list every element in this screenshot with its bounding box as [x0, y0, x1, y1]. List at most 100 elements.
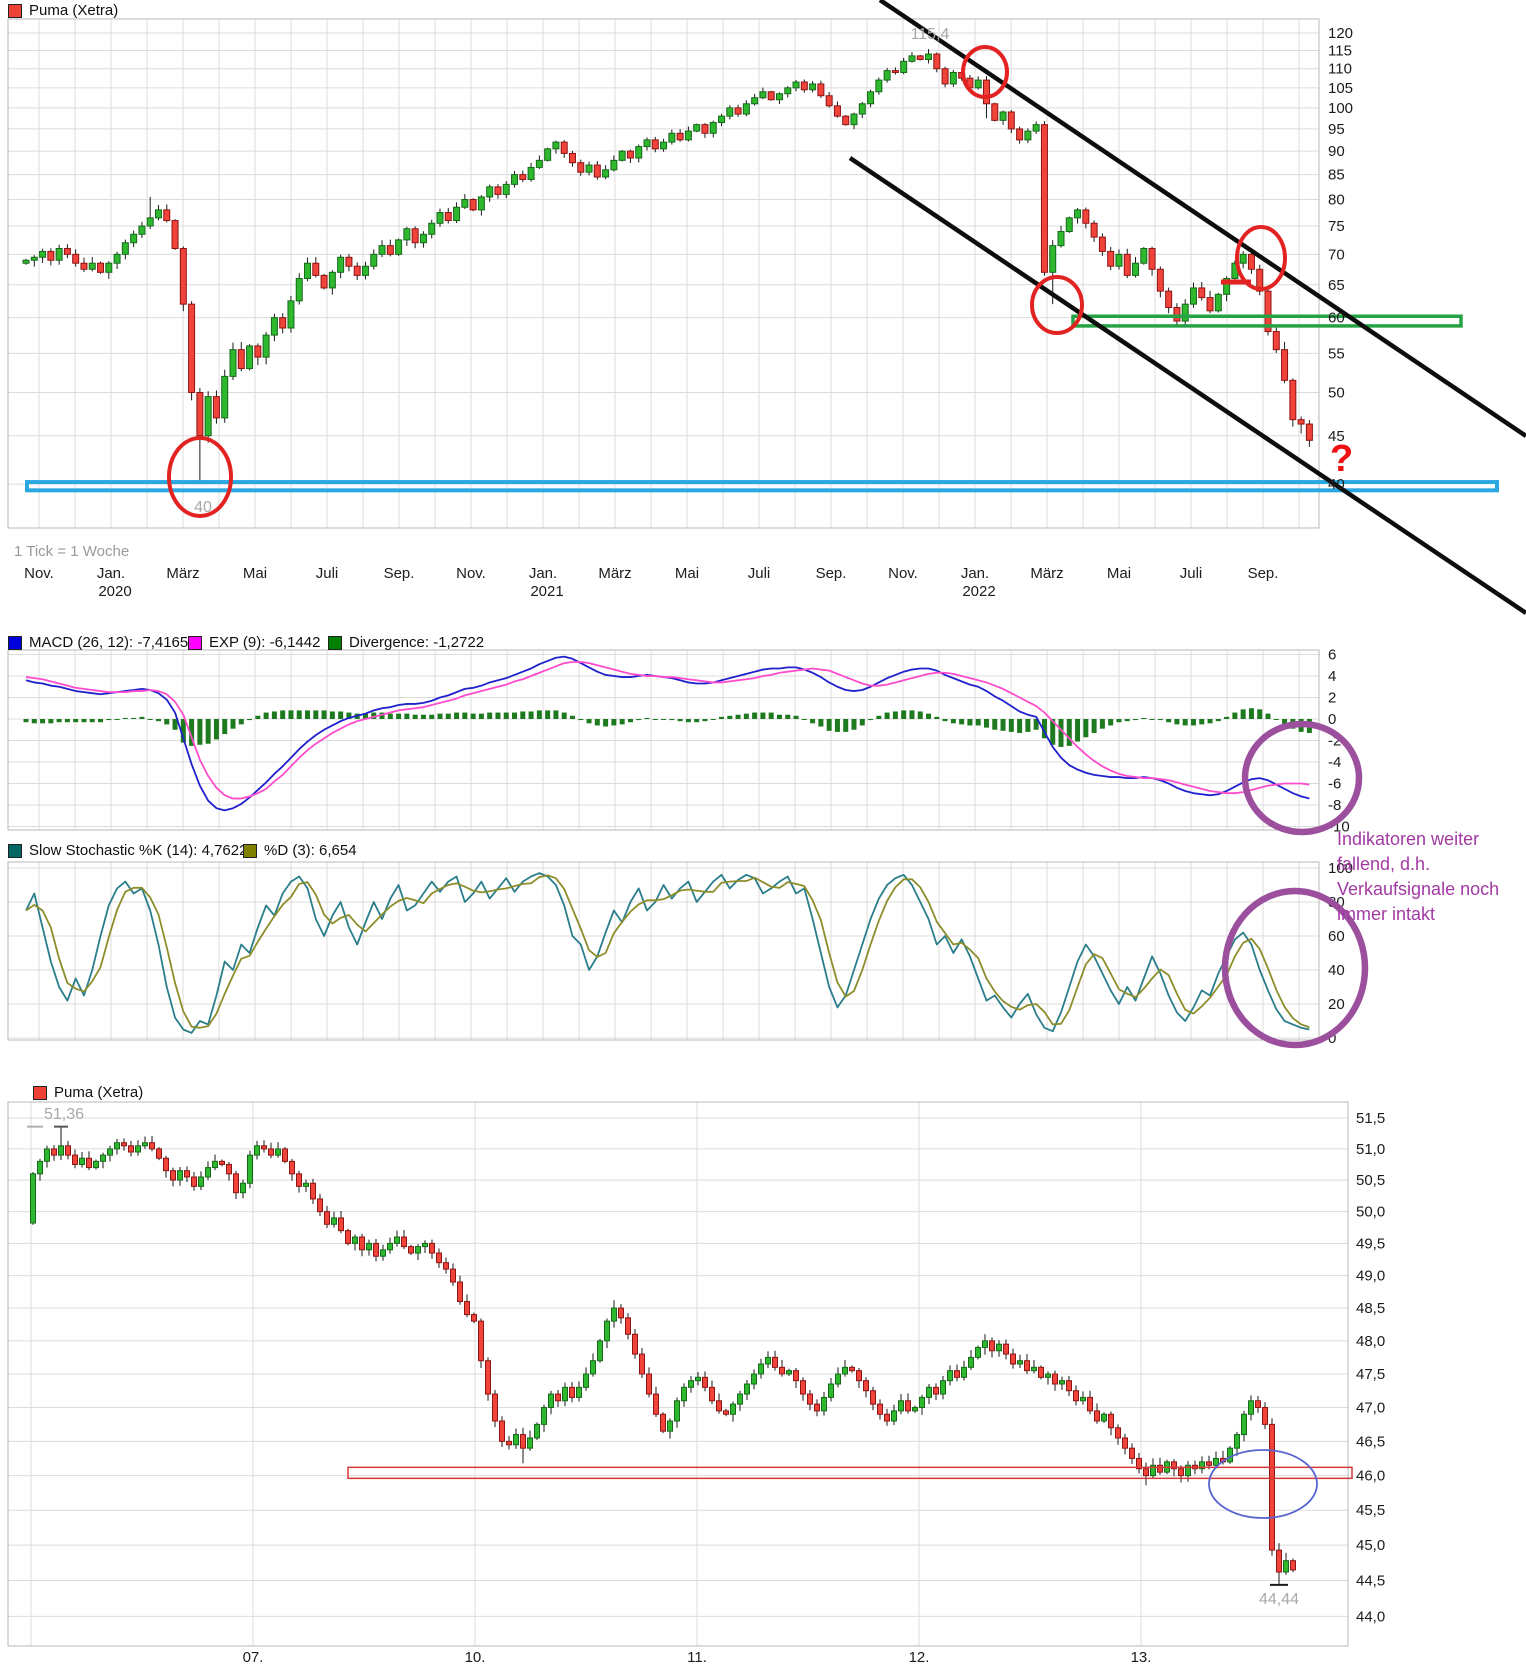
weekly-candle-body: [39, 250, 47, 258]
intraday-candle-body: [597, 1340, 603, 1362]
intraday-candle-body: [142, 1142, 148, 1147]
weekly-candle-body: [568, 152, 576, 164]
weekly-candle-body: [353, 265, 361, 276]
stochastic-y-tick: 20: [1328, 996, 1345, 1013]
intraday-candle-body: [366, 1242, 372, 1251]
intraday-candle-body: [1052, 1373, 1058, 1385]
intraday-candle-body: [835, 1373, 841, 1385]
intraday-candle-body: [870, 1390, 876, 1405]
weekly-candle-body: [701, 124, 709, 134]
weekly-candle-body: [345, 256, 353, 267]
intraday-candle-body: [373, 1242, 379, 1257]
divergence-bar: [131, 717, 137, 719]
weekly-candle-body: [751, 97, 759, 105]
divergence-bar: [569, 715, 575, 719]
divergence-bar: [238, 719, 244, 725]
divergence-bar: [677, 719, 683, 722]
intraday-candle-body: [100, 1154, 106, 1162]
divergence-bar: [495, 712, 501, 719]
divergence-bar: [1099, 719, 1105, 729]
intraday-candle-body: [1178, 1468, 1184, 1477]
weekly-candle-body: [270, 317, 278, 336]
intraday-y-tick: 50,5: [1356, 1172, 1385, 1189]
intraday-candle-body: [1115, 1427, 1121, 1439]
intraday-candle-body: [905, 1400, 911, 1412]
divergence-bar: [329, 711, 335, 719]
divergence-bar: [752, 712, 758, 719]
intraday-candle-body: [30, 1173, 36, 1224]
intraday-candle-body: [401, 1236, 407, 1248]
divergence-bar: [586, 719, 592, 724]
macd-legend-item: MACD (26, 12): -7,4165: [8, 634, 188, 651]
weekly-candle-body: [585, 164, 593, 173]
weekly-candle-body: [419, 233, 427, 244]
intraday-candle-body: [695, 1376, 701, 1382]
divergence-bar: [727, 715, 733, 719]
divergence-bar: [247, 719, 253, 721]
weekly-candle-body: [477, 196, 485, 211]
divergence-bar: [280, 710, 286, 719]
weekly-candle-body: [105, 262, 113, 273]
red-circle-annotation: [167, 436, 233, 518]
weekly-candle-body: [660, 141, 668, 150]
weekly-candle-body: [999, 111, 1007, 121]
divergence-bar: [379, 712, 385, 719]
weekly-candle-body: [908, 55, 916, 62]
intraday-candle-body: [1045, 1373, 1051, 1378]
weekly-candle-body: [262, 334, 270, 358]
divergence-bar: [1174, 719, 1180, 725]
divergence-bar: [768, 712, 774, 719]
divergence-bar: [288, 710, 294, 719]
weekly-candle-body: [1247, 253, 1255, 270]
intraday-candle-body: [632, 1333, 638, 1355]
weekly-candle-body: [1198, 287, 1206, 299]
divergence-bar: [545, 710, 551, 719]
intraday-candle-body: [996, 1343, 1002, 1352]
intraday-candle-body: [296, 1173, 302, 1187]
weekly-candle-body: [941, 68, 949, 85]
intraday-candle-body: [1262, 1407, 1268, 1425]
divergence-bar: [313, 710, 319, 719]
intraday-candle-body: [338, 1217, 344, 1232]
weekly-candle-body: [1065, 217, 1073, 233]
divergence-bar: [180, 719, 186, 743]
macd-y-tick: -8: [1328, 797, 1341, 814]
analyst-annotation-text: Indikatoren weiter fallend, d.h. Verkauf…: [1337, 829, 1500, 924]
intraday-candle-body: [1241, 1413, 1247, 1436]
intraday-y-tick: 50,0: [1356, 1204, 1385, 1221]
weekly-candle-body: [378, 245, 386, 255]
divergence-bar: [702, 719, 708, 722]
weekly-candle-body: [80, 262, 88, 270]
weekly-candle-body: [179, 247, 187, 305]
weekly-candle-body: [386, 245, 394, 255]
intraday-candle-body: [1206, 1461, 1212, 1466]
weekly-candle-body: [1165, 290, 1173, 308]
intraday-candle-body: [583, 1373, 589, 1388]
intraday-candle-body: [653, 1393, 659, 1415]
weekly-x-tick: Jan.: [529, 565, 557, 582]
weekly-candle-body: [229, 349, 237, 377]
weekly-candle-body: [370, 253, 378, 267]
weekly-candle-body: [1032, 124, 1040, 132]
intraday-candle-body: [933, 1386, 939, 1395]
divergence-bar: [627, 719, 633, 723]
intraday-candle-body: [219, 1160, 225, 1165]
divergence-bar: [536, 710, 542, 719]
intraday-candle-body: [135, 1145, 141, 1153]
intraday-candle-body: [198, 1176, 204, 1187]
divergence-bar: [1075, 719, 1081, 742]
weekly-candle-body: [519, 174, 527, 180]
divergence-bar: [40, 719, 46, 724]
intraday-candle-body: [702, 1376, 708, 1388]
weekly-candle-body: [1264, 290, 1272, 333]
intraday-candle-body: [310, 1182, 316, 1200]
divergence-bar: [810, 719, 816, 724]
divergence-bar: [139, 716, 145, 719]
weekly-candle-body: [925, 53, 933, 60]
intraday-candle-body: [1143, 1468, 1149, 1477]
weekly-candle-body: [287, 300, 295, 329]
weekly-candle-body: [626, 150, 634, 159]
intraday-candle-body: [324, 1211, 330, 1225]
intraday-candle-body: [163, 1157, 169, 1172]
weekly-candle-body: [809, 83, 817, 91]
